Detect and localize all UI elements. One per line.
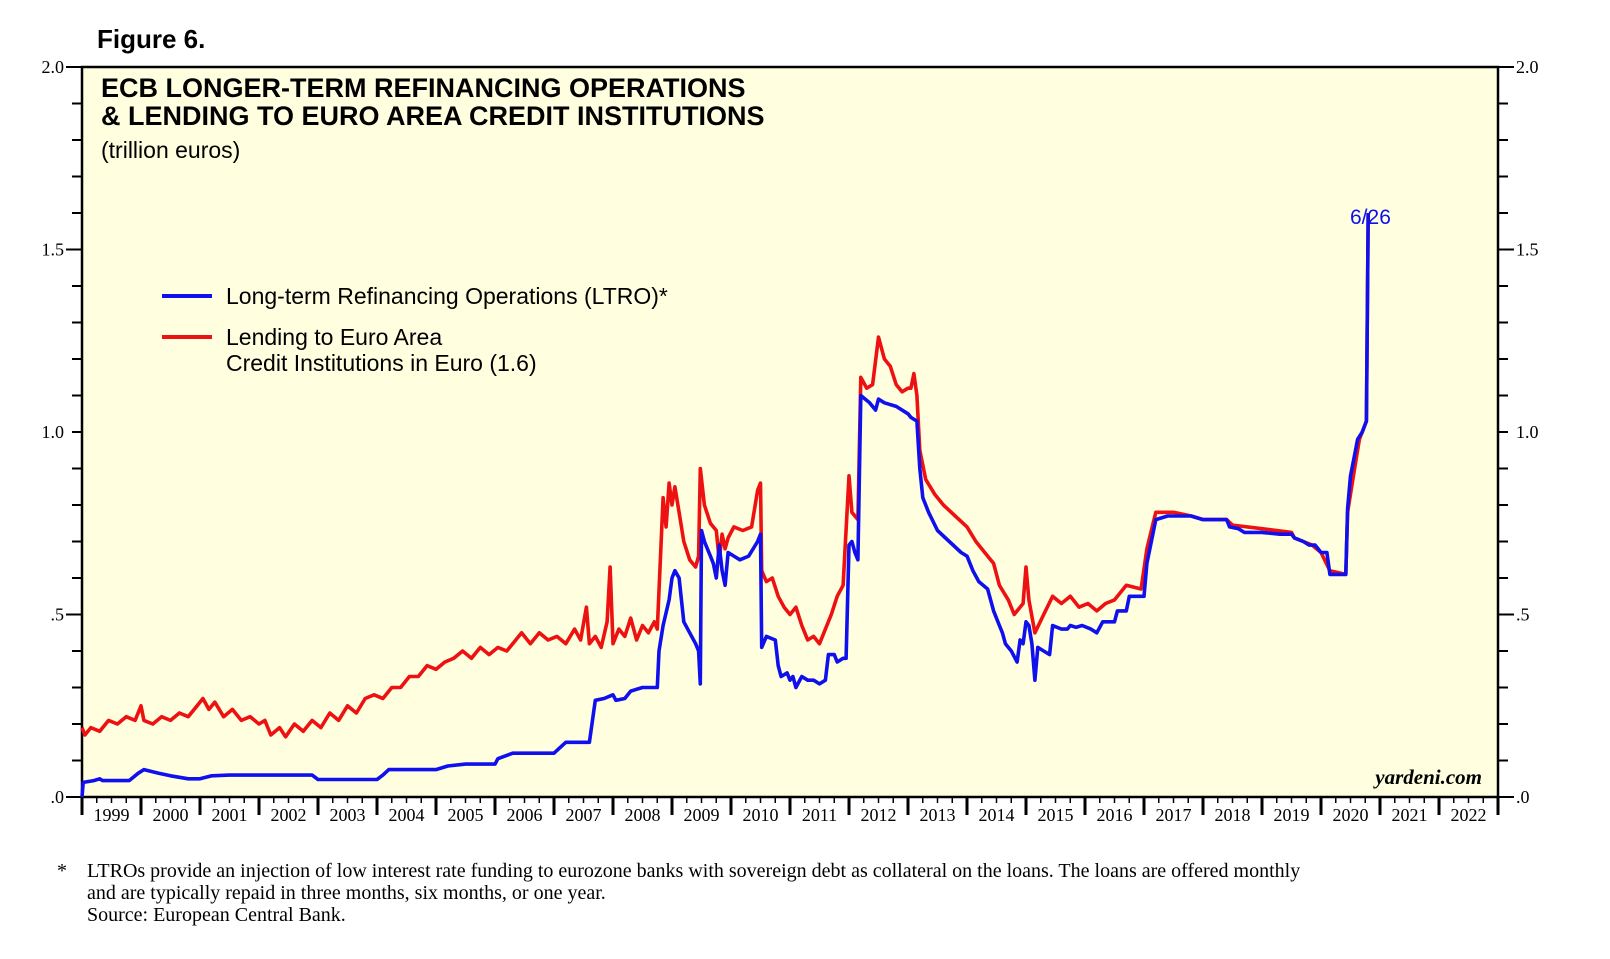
x-tick-label: 2021 [1392,805,1428,825]
y-tick-label-right: 2.0 [1516,57,1539,77]
chart-title: ECB LONGER-TERM REFINANCING OPERATIONS &… [101,73,765,163]
y-tick-label-left: 1.0 [42,422,65,442]
y-tick-label-right: 1.0 [1516,422,1539,442]
x-tick-label: 2011 [802,805,837,825]
x-tick-label: 2010 [743,805,779,825]
x-tick-label: 2018 [1215,805,1251,825]
x-tick-label: 2005 [448,805,484,825]
footnote-text: LTROs provide an injection of low intere… [87,860,1577,926]
y-tick-label-right: 1.5 [1516,240,1539,260]
series-line-lending [80,212,1370,739]
legend: Long-term Refinancing Operations (LTRO)*… [162,283,668,376]
legend-label-lending-line1: Lending to Euro Area [226,324,442,350]
x-tick-label: 2003 [330,805,366,825]
footnote-line-2: and are typically repaid in three months… [87,882,606,904]
x-tick-label: 2002 [271,805,307,825]
footnotes: * LTROs provide an injection of low inte… [57,860,1577,926]
x-tick-label: 2001 [212,805,248,825]
footnote-row: * LTROs provide an injection of low inte… [57,860,1577,926]
x-tick-label: 2016 [1097,805,1133,825]
watermark: yardeni.com [1372,765,1482,789]
x-tick-label: 2017 [1156,805,1192,825]
y-tick-label-left: .5 [51,605,65,625]
title-line-2: & LENDING TO EURO AREA CREDIT INSTITUTIO… [101,101,765,131]
x-tick-label: 2013 [920,805,956,825]
legend-label-ltro: Long-term Refinancing Operations (LTRO)* [226,283,668,309]
x-tick-label: 2007 [566,805,602,825]
axis-ticks [66,66,1514,815]
y-tick-label-left: 2.0 [42,57,65,77]
y-tick-label-left: .0 [51,787,65,807]
footnote-line-1: LTROs provide an injection of low intere… [87,860,1301,882]
x-tick-label: 2014 [979,805,1015,825]
footnote-marker: * [57,860,67,882]
x-tick-label: 2004 [389,805,425,825]
x-tick-label: 1999 [94,805,130,825]
x-tick-label: 2020 [1333,805,1369,825]
x-tick-label: 2006 [507,805,543,825]
x-tick-label: 2009 [684,805,720,825]
figure-label: Figure 6. [97,24,205,54]
y-tick-label-right: .5 [1516,605,1530,625]
plot-area [80,65,1500,799]
series-layer [80,212,1370,798]
x-tick-label: 2015 [1038,805,1074,825]
title-line-1: ECB LONGER-TERM REFINANCING OPERATIONS [101,73,746,103]
x-tick-label: 2012 [861,805,897,825]
x-tick-label: 2008 [625,805,661,825]
chart-subtitle: (trillion euros) [101,137,240,163]
latest-date-annotation: 6/26 [1350,206,1391,229]
series-line-ltro [80,212,1370,798]
legend-label-lending-line2: Credit Institutions in Euro (1.6) [226,350,537,376]
footnote-source: Source: European Central Bank. [87,904,346,926]
x-tick-label: 2019 [1274,805,1310,825]
x-tick-label: 2000 [153,805,189,825]
y-tick-label-right: .0 [1516,787,1530,807]
y-tick-label-left: 1.5 [42,240,65,260]
x-tick-label: 2022 [1451,805,1487,825]
